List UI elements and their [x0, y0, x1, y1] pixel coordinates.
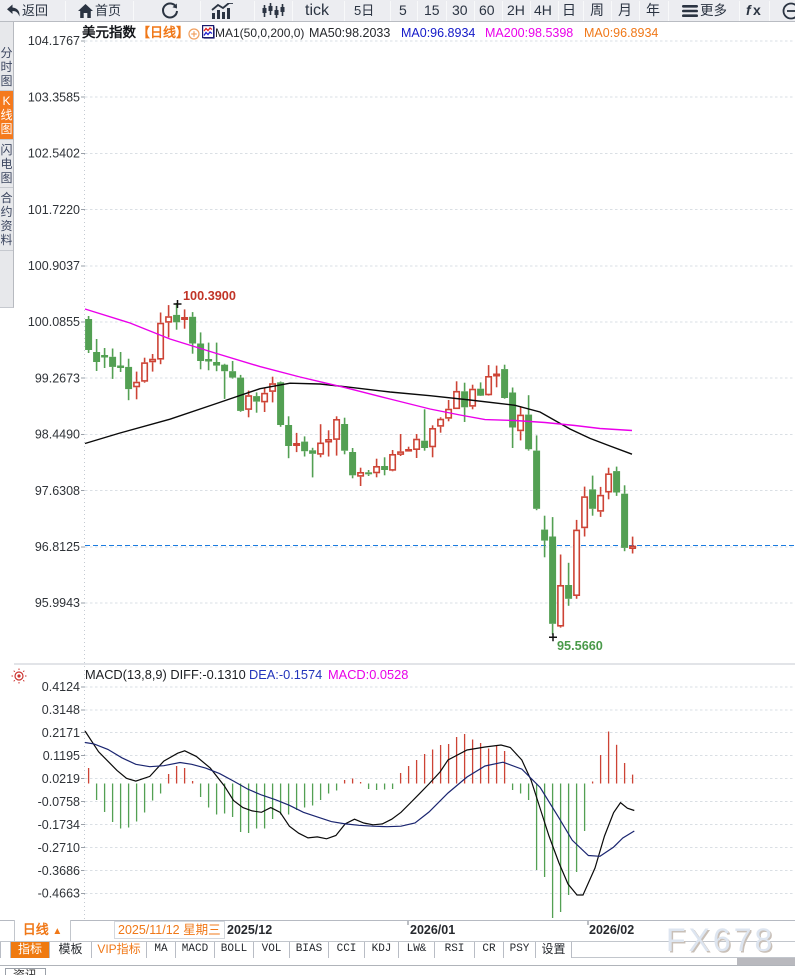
svg-text:102.5402: 102.5402 — [28, 147, 80, 161]
svg-text:0.3148: 0.3148 — [42, 703, 80, 717]
svg-text:-0.0758: -0.0758 — [38, 795, 80, 809]
svg-text:-0.1734: -0.1734 — [38, 818, 80, 832]
svg-text:0.4124: 0.4124 — [42, 680, 80, 694]
svg-text:-0.3686: -0.3686 — [38, 864, 80, 878]
svg-text:100.9037: 100.9037 — [28, 259, 80, 273]
svg-text:100.0855: 100.0855 — [28, 315, 80, 329]
svg-text:0.2171: 0.2171 — [42, 726, 80, 740]
svg-text:96.8125: 96.8125 — [35, 540, 80, 554]
svg-text:104.1767: 104.1767 — [28, 34, 80, 48]
svg-text:-0.2710: -0.2710 — [38, 841, 80, 855]
svg-text:95.5660: 95.5660 — [557, 639, 603, 653]
svg-text:97.6308: 97.6308 — [35, 484, 80, 498]
svg-text:0.0219: 0.0219 — [42, 772, 80, 786]
svg-text:100.3900: 100.3900 — [183, 289, 236, 303]
svg-text:0.1195: 0.1195 — [43, 749, 80, 763]
svg-text:-0.4663: -0.4663 — [38, 887, 80, 901]
svg-text:MACD:0.0528: MACD:0.0528 — [328, 667, 408, 682]
svg-text:99.2673: 99.2673 — [35, 371, 80, 385]
svg-text:MACD(13,8,9) DIFF:-0.1310: MACD(13,8,9) DIFF:-0.1310 — [85, 667, 246, 682]
svg-text:98.4490: 98.4490 — [35, 428, 80, 442]
svg-text:101.7220: 101.7220 — [28, 203, 80, 217]
svg-text:103.3585: 103.3585 — [28, 90, 80, 104]
svg-text:95.9943: 95.9943 — [35, 596, 80, 610]
svg-text:DEA:-0.1574: DEA:-0.1574 — [249, 667, 322, 682]
